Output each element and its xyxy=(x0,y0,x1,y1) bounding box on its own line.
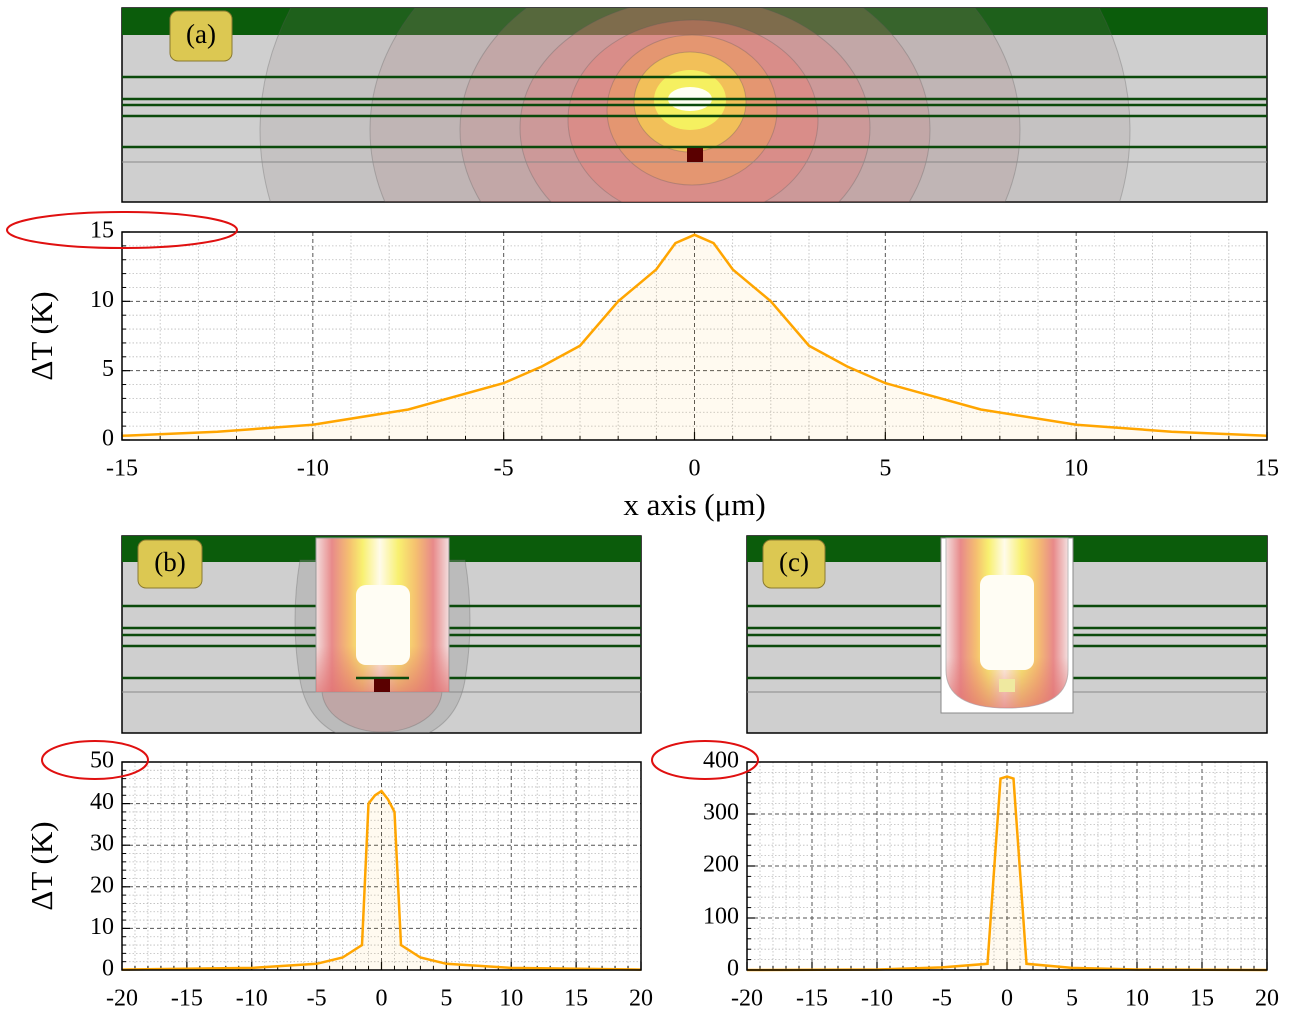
y-tick-label: 5 xyxy=(102,356,114,382)
x-tick-label: 10 xyxy=(1125,986,1149,1012)
x-tick-label: 0 xyxy=(376,986,388,1012)
x-tick-label: -20 xyxy=(106,986,138,1012)
heater xyxy=(374,679,390,692)
line xyxy=(746,775,1268,972)
x-tick-label: -10 xyxy=(236,986,268,1012)
y-tick-label: 20 xyxy=(90,872,114,898)
x-tick-label: 10 xyxy=(499,986,523,1012)
x-tick-label: 15 xyxy=(1255,456,1279,482)
area-fill xyxy=(122,234,1267,440)
area-fill xyxy=(747,776,1267,970)
x-axis-label: x axis (μm) xyxy=(623,487,765,522)
line xyxy=(121,789,642,971)
label-box xyxy=(169,10,233,62)
y-tick-label: 0 xyxy=(102,956,114,982)
x-tick-label: 15 xyxy=(1190,986,1214,1012)
plot-frame xyxy=(746,761,1268,971)
x-tick-label: 10 xyxy=(1064,456,1088,482)
panel-label: (c) xyxy=(779,547,809,577)
x-tick-label: 20 xyxy=(629,986,653,1012)
contour xyxy=(980,575,1034,670)
x-tick-label: -5 xyxy=(307,986,327,1012)
panel-label: (b) xyxy=(154,547,185,577)
highlight xyxy=(651,740,759,780)
x-tick-label: 0 xyxy=(689,456,701,482)
label-box xyxy=(137,539,203,589)
y-tick-label: 30 xyxy=(90,831,114,857)
x-tick-label: 20 xyxy=(1255,986,1279,1012)
x-tick-label: -5 xyxy=(932,986,952,1012)
y-tick-label: 15 xyxy=(90,218,114,244)
x-tick-label: 5 xyxy=(440,986,452,1012)
panel-label: (a) xyxy=(186,19,216,49)
x-tick-label: -15 xyxy=(171,986,203,1012)
y-tick-label: 10 xyxy=(90,914,114,940)
plot-frame xyxy=(121,761,642,971)
panel-b: (b) xyxy=(121,535,642,734)
top-layer xyxy=(122,8,1267,35)
plot-frame xyxy=(121,231,1268,441)
highlight xyxy=(41,740,149,780)
charts: -15 -10 -5 0 5 10 15 0 5 10 15 ΔT (K) x axis (μm) -20… xyxy=(24,218,1279,1012)
x-tick-label: -10 xyxy=(861,986,893,1012)
label-box xyxy=(762,539,826,589)
y-tick-label: 100 xyxy=(703,904,739,930)
x-tick-label: -5 xyxy=(494,456,514,482)
y-axis-label: ΔT (K) xyxy=(24,821,59,910)
y-tick-label: 0 xyxy=(727,956,739,982)
contour xyxy=(356,585,410,665)
y-tick-label: 10 xyxy=(90,287,114,313)
layer-lines xyxy=(122,75,1267,149)
y-axis-label: ΔT (K) xyxy=(24,291,59,380)
heater xyxy=(687,148,703,162)
panel-c: (c) xyxy=(746,535,1268,734)
y-tick-label: 200 xyxy=(703,852,739,878)
x-tick-label: 5 xyxy=(1066,986,1078,1012)
panel-a: (a) xyxy=(121,7,1268,203)
y-tick-label: 0 xyxy=(102,426,114,452)
area-fill xyxy=(122,791,641,970)
y-tick-label: 300 xyxy=(703,800,739,826)
line xyxy=(121,233,1268,438)
temperature-contours xyxy=(122,8,1267,202)
y-tick-label: 50 xyxy=(90,748,114,774)
heater xyxy=(999,679,1015,692)
x-tick-label: -15 xyxy=(796,986,828,1012)
x-tick-label: 15 xyxy=(564,986,588,1012)
x-tick-label: -10 xyxy=(297,456,329,482)
x-tick-label: -15 xyxy=(106,456,138,482)
highlight xyxy=(6,211,238,249)
y-tick-label: 40 xyxy=(90,789,114,815)
x-tick-label: 0 xyxy=(1001,986,1013,1012)
temperature-contours xyxy=(122,536,641,733)
x-tick-label: 5 xyxy=(879,456,891,482)
x-tick-label: -20 xyxy=(731,986,763,1012)
y-tick-label: 400 xyxy=(703,748,739,774)
